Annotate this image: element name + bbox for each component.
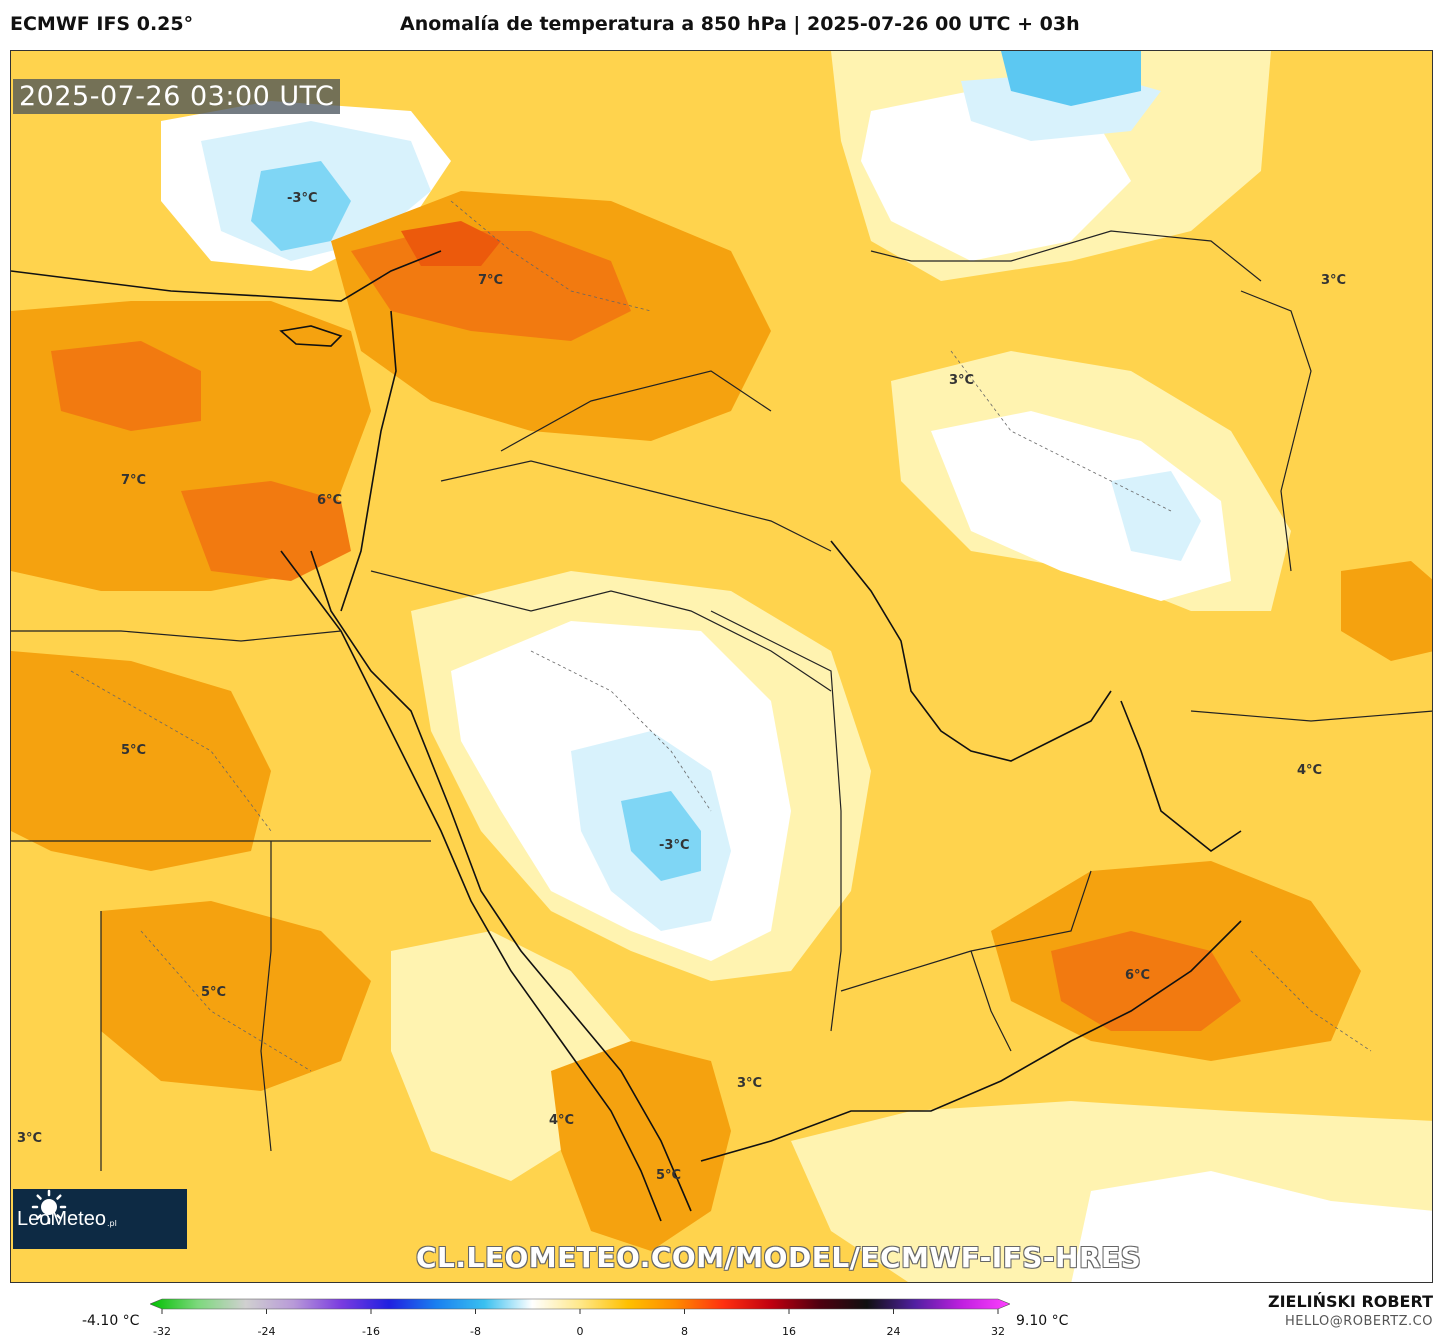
legend-tick-label: -8 [470,1325,481,1338]
map-label: -3°C [659,838,690,853]
blue-core-caspian [1001,51,1141,106]
legend-tick-label: 24 [886,1325,901,1338]
sun-icon [31,1189,67,1225]
map-label: 6°C [1125,968,1151,983]
color-legend: -4.10 °C -32 -24 -16 -8 0 8 16 24 32 9.10 °C ZIE… [0,1286,1444,1339]
map-label: -3°C [287,191,318,206]
blue-core-arabia [621,791,701,881]
orange-region-east [1341,561,1432,661]
map-label: 3°C [949,373,975,388]
hot-core-oman [1051,931,1241,1031]
legend-gradient [150,1298,1010,1310]
legend-tick-label: -24 [257,1325,276,1338]
source-watermark: CL.LEOMETEO.COM/MODEL/ECMWF-IFS-HRES [416,1241,1142,1274]
legend-colorbar [150,1298,1010,1314]
legend-tick-label: 8 [681,1325,688,1338]
orange-region-libya [11,651,271,871]
leometeo-logo: LeoMeteo .pl [13,1189,187,1249]
map-label: 5°C [121,743,147,758]
legend-tick-label: -16 [362,1325,380,1338]
hot-core-red [401,221,501,266]
map-label: 7°C [478,273,504,288]
model-name: ECMWF IFS 0.25° [10,13,194,35]
legend-tick-label: 16 [782,1325,796,1338]
regional-borders [70,200,1372,1072]
borders [11,230,1432,1171]
cold-region-iran [1111,471,1201,561]
anomaly-map [11,51,1432,1282]
logo-tld: .pl [106,1218,117,1228]
map-label: 7°C [121,473,147,488]
map-label: 3°C [1321,273,1347,288]
blue-core-turkey [251,161,351,251]
legend-tick-label: 32 [991,1325,1005,1338]
legend-max-label: 9.10 °C [1016,1313,1069,1329]
author-credit: ZIELIŃSKI ROBERT [1267,1292,1433,1311]
white-region-south [1071,1171,1432,1282]
map-label: 6°C [317,493,343,508]
map-panel: 2025-07-26 03:00 UTC -3°C 7°C 7°C 6°C 3°… [10,50,1433,1283]
map-label: 3°C [737,1076,763,1091]
legend-tick-label: -32 [153,1325,171,1338]
map-label: 5°C [656,1168,682,1183]
map-label: 5°C [201,985,227,1000]
map-label: 4°C [1297,763,1323,778]
map-title: Anomalía de temperatura a 850 hPa | 2025… [400,13,1080,35]
author-email: HELLO@ROBERTZ.CO [1284,1314,1433,1329]
legend-min-label: -4.10 °C [82,1313,140,1329]
map-label: 3°C [17,1131,43,1146]
hot-core-sinai [181,481,351,581]
orange-region-sahel [101,901,371,1091]
valid-time-badge: 2025-07-26 03:00 UTC [13,79,341,114]
legend-tick-label: 0 [576,1325,584,1338]
header-bar: ECMWF IFS 0.25° Anomalía de temperatura … [0,0,1444,50]
hot-core-egypt [51,341,201,431]
map-label: 4°C [549,1113,575,1128]
